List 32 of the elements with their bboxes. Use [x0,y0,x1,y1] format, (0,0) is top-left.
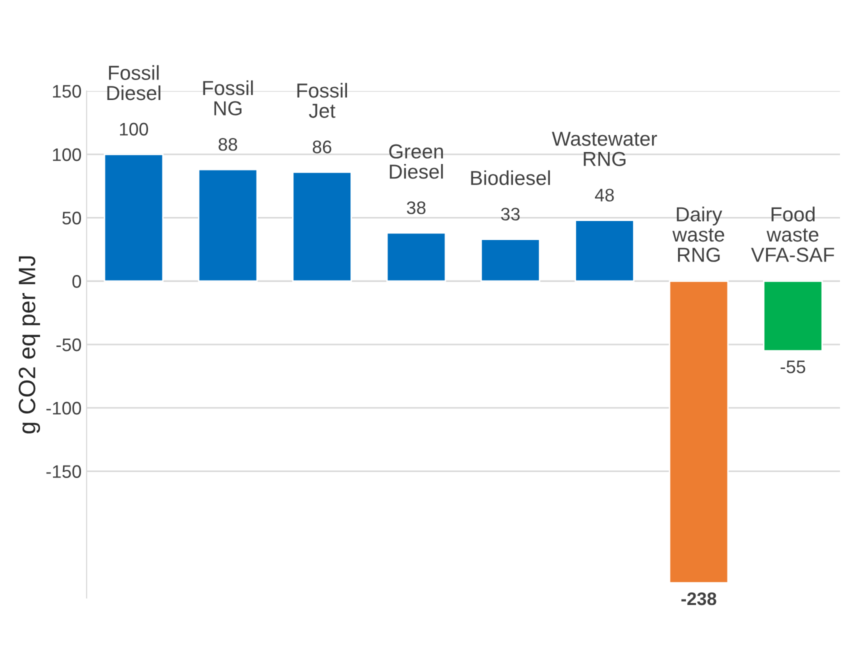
y-tick-label: 0 [72,275,82,288]
x-tick-label: Fossil Diesel [107,65,160,100]
bar [198,168,258,282]
y-axis-title: g CO2 eq per MJ [18,256,40,434]
data-label: -55 [780,360,806,374]
data-label: 48 [594,188,614,202]
x-tick-label: Dairy waste RNG [672,206,724,262]
x-tick-label: Food waste VFA-SAF [751,206,834,262]
bar [763,280,823,352]
bar [574,220,634,282]
x-tick-label: Fossil NG [203,80,253,116]
data-label: -238 [681,592,716,606]
x-tick-label: Green Diesel [389,144,443,179]
x-tick-label: Biodiesel [471,170,550,186]
data-label: 86 [312,140,332,154]
x-tick-label: Wastewater RNG [552,132,658,166]
y-tick-label: -100 [46,402,82,415]
y-tick-label: -150 [46,465,82,478]
bar [386,232,446,282]
bar [104,154,164,282]
y-tick-label: 150 [52,84,82,98]
x-tick-label: Fossil Jet [297,82,347,118]
bar [668,280,729,584]
y-tick-label: 50 [62,212,82,224]
bar [292,171,352,282]
data-label: 100 [120,122,148,136]
data-label: 88 [218,138,238,151]
y-tick-label: 100 [52,148,82,162]
y-tick-label: -50 [56,338,82,352]
data-label: 38 [406,201,426,214]
data-label: 33 [501,208,520,221]
bar [480,238,540,282]
